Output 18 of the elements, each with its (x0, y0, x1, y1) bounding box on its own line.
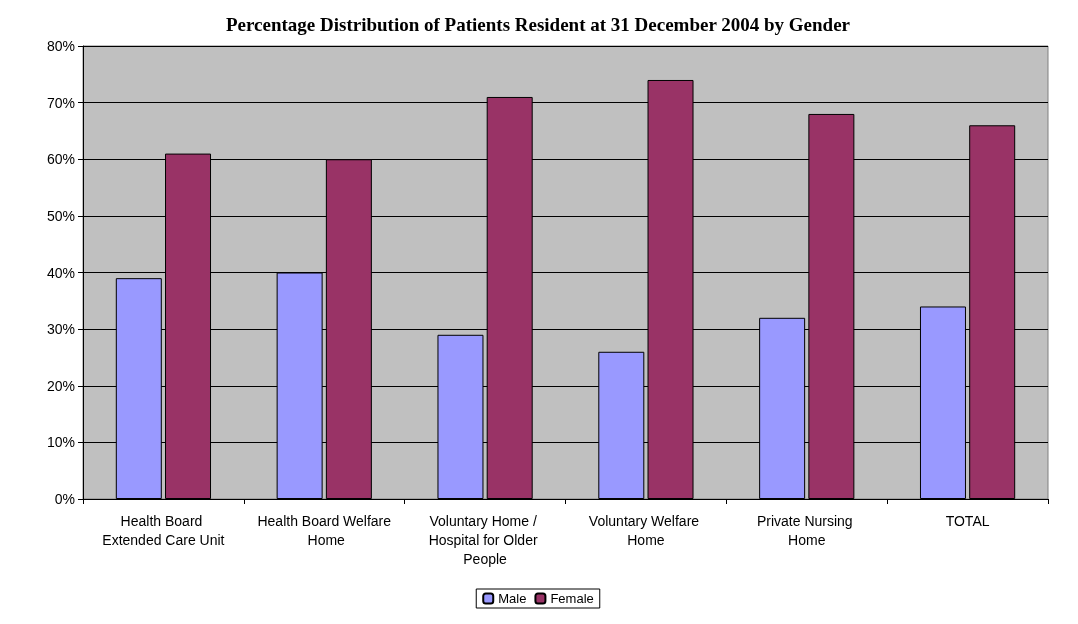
legend-label: Male (498, 591, 527, 606)
y-tick-label: 10% (46, 434, 75, 451)
y-tick-label: 0% (54, 491, 75, 507)
y-tick-label: 80% (46, 38, 75, 54)
x-tick-label: Voluntary Home / Hospital for Older People (428, 512, 542, 567)
y-tick-label: 20% (46, 377, 75, 394)
chart-title: Percentage Distribution of Patients Resident at 31 December 2004 by Gender (225, 14, 851, 35)
x-tick-label: TOTAL (945, 512, 990, 529)
y-tick-label: 30% (46, 321, 75, 338)
y-tick-label: 70% (46, 94, 75, 111)
y-tick-label: 40% (46, 264, 75, 281)
x-tick-label: Private Nursing Home (756, 512, 857, 548)
legend-label: Female (550, 591, 594, 606)
x-tick-label: Health Board Welfare Home (257, 512, 392, 548)
x-tick-label: Voluntary Welfare Home (588, 512, 703, 548)
y-tick-label: 50% (46, 207, 75, 224)
y-tick-label: 60% (46, 151, 75, 168)
x-tick-label: Health Board Extended Care Unit (102, 512, 225, 548)
